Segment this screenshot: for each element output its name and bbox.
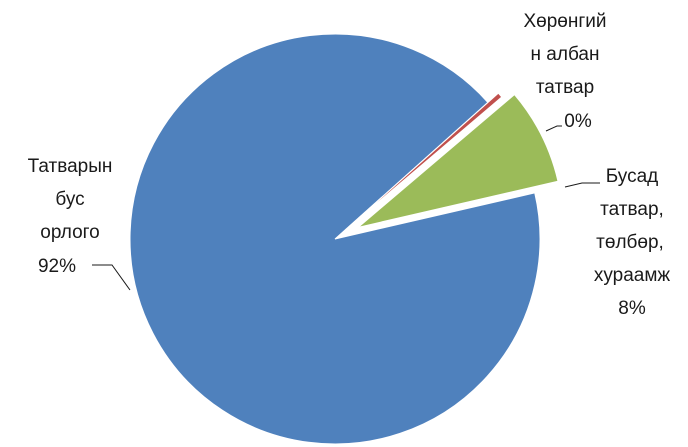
slice-property-tax bbox=[345, 92, 503, 231]
pie-slices bbox=[129, 33, 559, 445]
label-property-tax: Хөрөнгий н албан татвар 0% bbox=[523, 11, 606, 132]
leader-line-property-tax bbox=[545, 125, 562, 132]
label-property-tax-line2: н албан bbox=[531, 44, 600, 65]
label-property-tax-line1: Хөрөнгий bbox=[523, 11, 606, 32]
label-nontax-revenue: Татварын бус орлого 92% bbox=[28, 156, 131, 291]
leader-line-other-taxes bbox=[564, 182, 600, 188]
label-other-taxes-line1: Бусад bbox=[606, 166, 659, 187]
label-other-taxes: Бусад татвар, төлбөр, хураамж 8% bbox=[564, 166, 671, 319]
label-property-tax-line3: татвар bbox=[536, 77, 594, 98]
label-other-taxes-percent: 8% bbox=[618, 298, 646, 319]
label-nontax-revenue-percent: 92% bbox=[38, 256, 76, 277]
slice-nontax-revenue bbox=[129, 33, 541, 445]
label-nontax-revenue-line2: бус bbox=[55, 189, 84, 210]
label-property-tax-percent: 0% bbox=[564, 111, 592, 132]
label-other-taxes-line2: татвар, bbox=[600, 199, 664, 220]
leader-line-nontax-revenue bbox=[92, 264, 131, 291]
label-other-taxes-line3: төлбөр, bbox=[596, 232, 664, 253]
label-nontax-revenue-line3: орлого bbox=[40, 222, 99, 243]
label-nontax-revenue-line1: Татварын bbox=[28, 156, 113, 177]
label-other-taxes-line4: хураамж bbox=[594, 265, 671, 286]
slice-other-taxes bbox=[357, 93, 559, 228]
